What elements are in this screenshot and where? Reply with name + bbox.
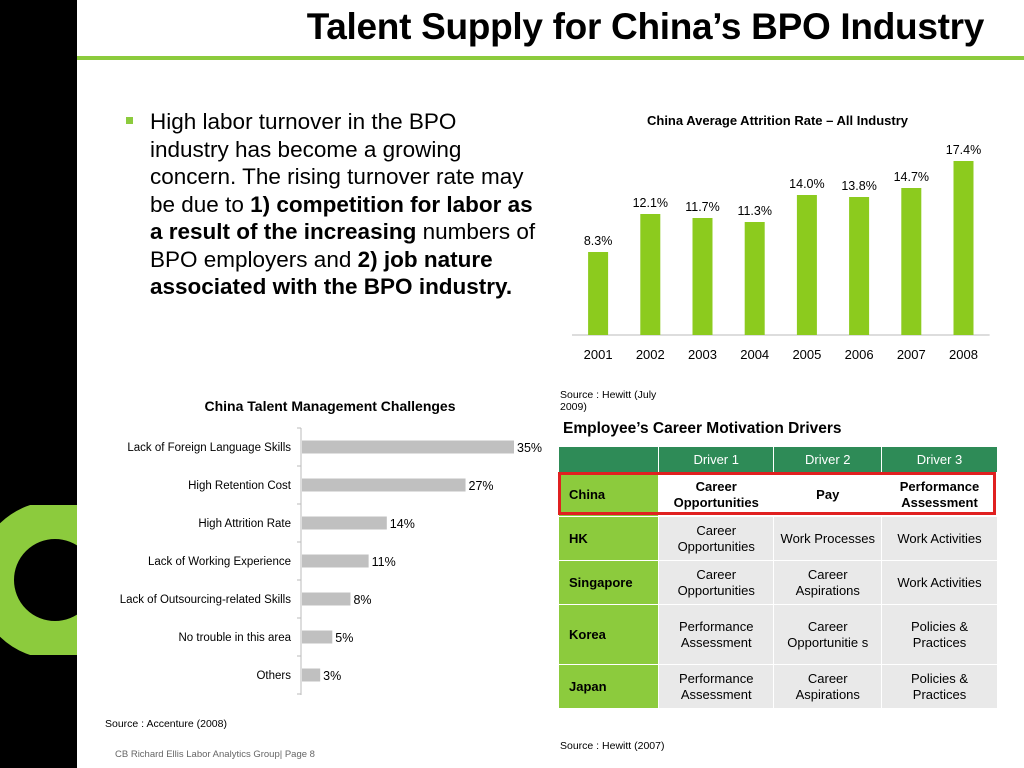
bar [302, 555, 369, 568]
driver-cell: Policies & Practices [882, 665, 998, 709]
data-label: 8.3% [584, 234, 613, 248]
header-driver-3: Driver 3 [882, 447, 998, 473]
attrition-chart-title: China Average Attrition Rate – All Indus… [560, 113, 995, 128]
x-tick-label: 2003 [688, 347, 717, 362]
driver-cell: Performance Assessment [882, 473, 998, 517]
header-driver-2: Driver 2 [774, 447, 882, 473]
x-tick-label: 2008 [949, 347, 978, 362]
driver-cell: Career Opportunities [659, 473, 774, 517]
bar [302, 593, 350, 606]
country-cell: China [559, 473, 659, 517]
footer-text: CB Richard Ellis Labor Analytics Group| … [115, 749, 315, 760]
driver-cell: Career Aspirations [774, 665, 882, 709]
bullet-text: High labor turnover in the BPO industry … [126, 108, 536, 301]
data-label: 11.3% [737, 204, 772, 218]
header-corner [559, 447, 659, 473]
data-label: 14% [390, 517, 415, 531]
title-underline [77, 56, 1024, 60]
bar [302, 517, 387, 530]
attrition-source: Source : Hewitt (July 2009) [560, 389, 680, 413]
bar [849, 197, 869, 335]
bar [901, 188, 921, 335]
data-label: 11.7% [685, 200, 720, 214]
table-row: China Career Opportunities Pay Performan… [559, 473, 998, 517]
driver-cell: Work Activities [882, 561, 998, 605]
bar [302, 441, 514, 454]
data-label: 8% [353, 593, 371, 607]
driver-cell: Career Aspirations [774, 561, 882, 605]
table-row: Japan Performance Assessment Career Aspi… [559, 665, 998, 709]
country-cell: Japan [559, 665, 659, 709]
bullet-square-icon [126, 117, 133, 124]
driver-cell: Career Opportunitie s [774, 605, 882, 665]
data-label: 12.1% [633, 196, 668, 210]
data-label: 11% [372, 555, 396, 569]
country-cell: Korea [559, 605, 659, 665]
driver-cell: Pay [774, 473, 882, 517]
data-label: 14.0% [789, 177, 824, 191]
driver-cell: Career Opportunities [659, 561, 774, 605]
bar [797, 195, 817, 335]
drivers-source: Source : Hewitt (2007) [560, 740, 664, 752]
drivers-table-title: Employee’s Career Motivation Drivers [563, 420, 842, 438]
drivers-table: Driver 1 Driver 2 Driver 3 China Career … [558, 446, 998, 709]
x-tick-label: 2001 [584, 347, 613, 362]
data-label: 27% [469, 479, 494, 493]
bar [693, 218, 713, 335]
table-row: Korea Performance Assessment Career Oppo… [559, 605, 998, 665]
bar [954, 161, 974, 335]
x-tick-label: 2004 [740, 347, 769, 362]
header-driver-1: Driver 1 [659, 447, 774, 473]
table-row: Singapore Career Opportunities Career As… [559, 561, 998, 605]
challenges-source: Source : Accenture (2008) [105, 718, 227, 730]
data-label: 3% [323, 669, 341, 683]
bar [588, 252, 608, 335]
bar [302, 479, 466, 492]
bar [745, 222, 765, 335]
bar [302, 631, 332, 644]
driver-cell: Career Opportunities [659, 517, 774, 561]
x-tick-label: 2007 [897, 347, 926, 362]
bar [302, 669, 320, 682]
category-label: Others [256, 670, 291, 682]
table-row: HK Career Opportunities Work Processes W… [559, 517, 998, 561]
driver-cell: Performance Assessment [659, 665, 774, 709]
page-title: Talent Supply for China’s BPO Industry [80, 6, 984, 48]
challenges-bar-chart: Lack of Foreign Language Skills 35% High R… [90, 426, 560, 696]
x-tick-label: 2005 [792, 347, 821, 362]
driver-cell: Policies & Practices [882, 605, 998, 665]
x-tick-label: 2002 [636, 347, 665, 362]
driver-cell: Work Activities [882, 517, 998, 561]
green-ring-decoration [0, 505, 77, 655]
bullet-paragraph: High labor turnover in the BPO industry … [150, 108, 536, 301]
left-decorative-bar [0, 0, 77, 768]
category-label: Lack of Working Experience [148, 556, 291, 568]
category-label: High Retention Cost [188, 480, 292, 492]
data-label: 13.8% [841, 179, 876, 193]
category-label: High Attrition Rate [198, 518, 291, 530]
category-label: Lack of Foreign Language Skills [127, 442, 291, 454]
x-tick-label: 2006 [845, 347, 874, 362]
bar [640, 214, 660, 335]
country-cell: HK [559, 517, 659, 561]
category-label: No trouble in this area [178, 632, 291, 644]
driver-cell: Performance Assessment [659, 605, 774, 665]
challenges-chart-title: China Talent Management Challenges [100, 398, 560, 414]
country-cell: Singapore [559, 561, 659, 605]
category-label: Lack of Outsourcing-related Skills [120, 594, 292, 606]
data-label: 14.7% [894, 170, 929, 184]
data-label: 5% [335, 631, 353, 645]
table-header-row: Driver 1 Driver 2 Driver 3 [559, 447, 998, 473]
attrition-bar-chart: 8.3% 2001 12.1% 2002 11.7% 2003 11.3% 2004 14.0%… [560, 140, 1000, 370]
driver-cell: Work Processes [774, 517, 882, 561]
data-label: 17.4% [946, 143, 981, 157]
data-label: 35% [517, 441, 542, 455]
